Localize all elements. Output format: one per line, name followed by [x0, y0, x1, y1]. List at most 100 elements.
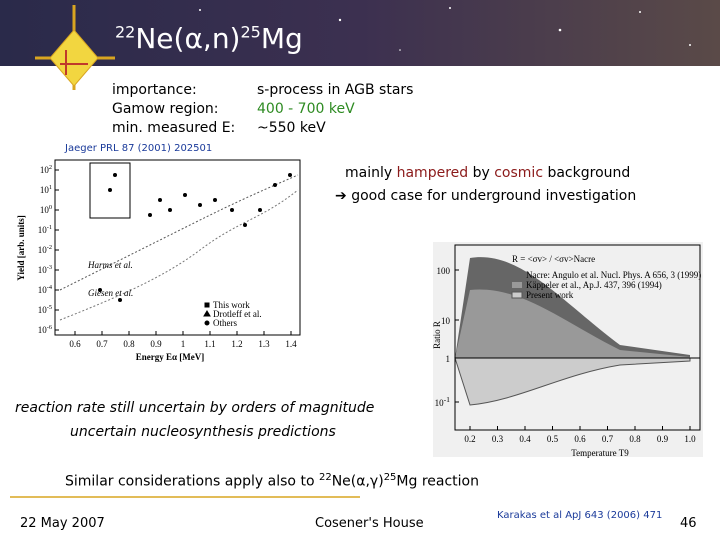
header-icon [35, 5, 115, 90]
footer-venue: Cosener's House [315, 516, 424, 531]
y-tick-label: 10-5 [38, 304, 52, 315]
tick-base: 10 [38, 305, 48, 315]
text: Mg reaction [396, 473, 479, 490]
body-text: uncertain nucleosynthesis predictions [70, 424, 336, 440]
legend-label: Käppeler et al., Ap.J. 437, 396 (1994) [526, 280, 662, 290]
tick-exp: -3 [47, 264, 52, 271]
highlight: cosmic [494, 165, 544, 181]
plot-frame [54, 159, 301, 336]
x-tick-label: 1.0 [684, 434, 696, 444]
tick-base: 10 [40, 185, 50, 195]
legend-label: Nacre: Angulo et al. Nucl. Phys. A 656, … [526, 270, 701, 280]
legend-swatch [512, 272, 522, 278]
text: Ne(α,γ) [331, 473, 384, 490]
x-tick-label: 0.7 [96, 339, 108, 349]
x-tick-label: 0.6 [574, 434, 586, 444]
tick-base: 10 [435, 398, 445, 408]
x-tick-label: 0.9 [150, 339, 162, 349]
x-tick-label: 0.5 [547, 434, 559, 444]
tick-base: 10 [38, 265, 48, 275]
legend-swatch [512, 282, 522, 288]
legend-label: Others [213, 318, 237, 328]
title-mass: 22 [115, 22, 136, 42]
footer-date: 22 May 2007 [20, 516, 105, 531]
title-element: Mg [260, 22, 303, 55]
y-tick-label: 10-1 [38, 224, 52, 235]
axis-label: Energy Eα [MeV] [136, 352, 205, 362]
note-line: ➔ good case for underground investigatio… [335, 188, 636, 204]
stars [199, 7, 691, 51]
tick-exp: 0 [49, 204, 52, 211]
legend-label: Present work [526, 290, 574, 300]
x-tick-label: 1.4 [285, 339, 297, 349]
data-points [98, 173, 292, 302]
x-tick-label: 0.3 [492, 434, 504, 444]
x-tick-label: 0.6 [69, 339, 81, 349]
body-text: Similar considerations apply also to 22N… [65, 472, 479, 490]
text: good case for underground investigation [351, 188, 637, 204]
x-tick-label: 1 [181, 339, 186, 349]
annotation: Harms et al. [87, 260, 133, 270]
tick-base: 10 [38, 245, 48, 255]
y-tick-label: 100 [437, 266, 451, 276]
title-reaction: Ne(α,n) [135, 22, 241, 55]
tick-base: 1 [446, 354, 451, 364]
x-tick-label: 0.8 [629, 434, 641, 444]
page-number: 46 [680, 516, 697, 531]
legend-markers [203, 302, 211, 326]
y-tick-label: 10-2 [38, 244, 52, 255]
text: background [543, 165, 631, 181]
y-tick-label: 1 [446, 354, 451, 364]
right-plot [433, 242, 703, 457]
tick-exp: -5 [47, 304, 52, 311]
annotation: Giesen et al. [88, 288, 133, 298]
info-value: s-process in AGB stars [257, 82, 414, 98]
tick-exp: -2 [47, 244, 52, 251]
x-tick-label: 0.7 [602, 434, 614, 444]
highlight: hampered [396, 165, 469, 181]
y-tick-label: 10-6 [38, 324, 52, 335]
body-text: reaction rate still uncertain by orders … [15, 400, 375, 416]
axis-label: Temperature T9 [571, 448, 629, 458]
tick-exp: 2 [49, 164, 52, 171]
x-tick-label: 0.2 [464, 434, 475, 444]
y-tick-label: 10-1 [435, 395, 451, 408]
tick-base: 10 [38, 225, 48, 235]
header-band [0, 0, 720, 66]
y-tick-label: 100 [40, 204, 52, 215]
text: by [468, 165, 495, 181]
x-tick-label: 0.9 [657, 434, 669, 444]
text: Similar considerations apply also to [65, 473, 319, 490]
y-tick-label: 10-4 [38, 284, 53, 295]
y-tick-label: 102 [40, 164, 52, 175]
mass: 25 [383, 472, 397, 483]
arrow-icon: ➔ [335, 188, 352, 204]
info-label: min. measured E: [112, 120, 236, 136]
legend-label: Drotleff et al. [213, 309, 262, 319]
fit-curve [59, 189, 299, 321]
x-tick-label: 1.3 [258, 339, 270, 349]
info-value: ~550 keV [257, 120, 326, 136]
axis-label: Yield [arb. units] [16, 215, 26, 280]
info-value: 400 - 700 keV [257, 101, 355, 117]
left-plot [54, 159, 301, 336]
mass: 22 [318, 472, 332, 483]
y-tick-label: 10 [441, 316, 451, 326]
x-tick-label: 0.4 [519, 434, 531, 444]
tick-exp: -1 [47, 224, 52, 231]
x-tick-label: 1.2 [231, 339, 242, 349]
y-tick-label: 10-3 [38, 264, 52, 275]
info-label: importance: [112, 82, 197, 98]
legend-label: This work [213, 300, 250, 310]
tick-exp: -4 [47, 284, 53, 291]
tick-exp: 1 [49, 184, 52, 191]
tick-base: 10 [40, 165, 50, 175]
title-mass: 25 [240, 22, 261, 42]
formula: R = <σv> / <σv>Nacre [512, 254, 595, 264]
axis-label: Ratio R [432, 321, 442, 349]
info-label: Gamow region: [112, 101, 219, 117]
tick-exp: -1 [444, 395, 451, 404]
text: mainly [345, 165, 397, 181]
